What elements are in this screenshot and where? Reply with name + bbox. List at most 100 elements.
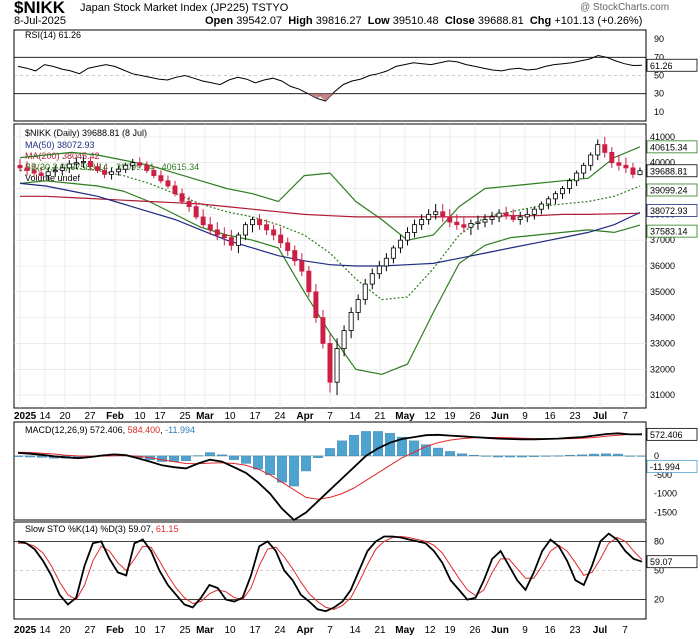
- date-tick-label: 10: [224, 411, 236, 422]
- candle-body: [440, 211, 446, 218]
- macd-hist-bar: [421, 444, 431, 457]
- candle-body: [221, 234, 227, 239]
- date-tick-label-bottom: 20: [59, 625, 71, 636]
- candle-body: [630, 167, 636, 175]
- sto-legend-label: Slow STO %K(14) %D(3): [25, 524, 126, 534]
- candle-body: [369, 273, 375, 285]
- date-tick-label-bottom: 12: [424, 625, 436, 636]
- candle-body: [228, 237, 234, 246]
- candle-body: [405, 232, 410, 241]
- macd-legend: MACD(12,26,9) 572.406, 584.400, -11.994: [25, 425, 196, 435]
- bb-lower-tag: 37583.14: [650, 227, 688, 237]
- candle-body: [334, 348, 340, 383]
- candle-body: [158, 175, 164, 182]
- candle-body: [250, 219, 255, 226]
- candle-body: [200, 216, 206, 226]
- macd-panel-frame: [13, 421, 647, 521]
- candle-body: [390, 247, 396, 259]
- date-tick-label-bottom: 24: [274, 625, 286, 636]
- ohlc-summary: Open 39542.07 High 39816.27 Low 39510.48…: [205, 15, 642, 27]
- close-tag-box: [646, 164, 698, 178]
- macd-hist-bar: [205, 452, 215, 457]
- rsi-legend: RSI(14) 61.26: [25, 30, 82, 40]
- date-tick-label: Apr: [296, 411, 313, 422]
- candle-body: [503, 212, 509, 217]
- candle-body: [581, 164, 587, 174]
- date-tick-label: 25: [179, 411, 191, 422]
- candle-body: [257, 219, 263, 226]
- price-tick-label: 34000: [650, 313, 675, 323]
- date-tick-label: 14: [349, 411, 361, 422]
- candle-body: [348, 312, 354, 331]
- macd-hist-bar: [613, 453, 623, 457]
- price-tick-label: 36000: [650, 261, 675, 271]
- macd-hist-bar: [469, 455, 479, 457]
- candle-body: [489, 216, 495, 220]
- price-tick-label: 40000: [650, 158, 675, 168]
- candle-body: [151, 170, 157, 177]
- candle-body: [80, 161, 86, 164]
- price-tick-label: 35000: [650, 287, 675, 297]
- index-name: Japan Stock Market Index (JP225) TSTYO: [80, 2, 288, 14]
- candle-body: [496, 212, 502, 218]
- candle-body: [285, 242, 291, 251]
- high-label: High: [288, 15, 313, 27]
- candle-body: [623, 164, 629, 169]
- low-value: 39510.48: [392, 15, 439, 27]
- date-tick-label: 17: [249, 411, 261, 422]
- macd-tick-label: -1500: [654, 507, 677, 517]
- candle-body: [595, 144, 601, 156]
- macd-hist-bar: [541, 455, 551, 457]
- candle-body: [552, 193, 558, 200]
- date-tick-label: 2025: [14, 411, 37, 422]
- date-tick-label: 17: [154, 411, 166, 422]
- candle-body: [193, 206, 199, 218]
- macd-hist-tag: -11.994: [650, 462, 680, 472]
- macd-hist-bar: [181, 455, 191, 461]
- candle-body: [609, 151, 615, 164]
- price-legend-title: $NIKK (Daily) 39688.81 (8 Jul): [25, 128, 148, 138]
- ma50-tag-box: [646, 204, 698, 217]
- macd-hist-bar: [37, 455, 47, 458]
- macd-hist-bar: [409, 440, 419, 457]
- macd-hist-bar: [577, 454, 587, 457]
- macd-last-tag-box: [646, 427, 698, 441]
- date-tick-label-bottom: 17: [249, 625, 261, 636]
- candle-body: [299, 260, 305, 272]
- candle-body: [468, 222, 474, 228]
- date-tick-label: 10: [134, 411, 146, 422]
- candle-body: [24, 167, 30, 171]
- date-tick-label-bottom: 10: [224, 625, 236, 636]
- macd-hist-bar: [553, 455, 563, 457]
- date-tick-label: Feb: [106, 411, 124, 422]
- macd-hist-bar: [25, 455, 35, 458]
- candle-body: [327, 343, 333, 383]
- macd-tick-label: 0: [654, 451, 659, 461]
- macd-hist-bar: [265, 455, 275, 475]
- candle-body: [52, 170, 58, 173]
- candle-body: [397, 239, 403, 249]
- candle-body: [376, 265, 382, 275]
- candle-body: [186, 201, 192, 208]
- open-value: 39542.07: [236, 15, 283, 27]
- date-tick-label-bottom: 21: [374, 625, 386, 636]
- candle-body: [278, 234, 284, 244]
- date-tick-label-bottom: May: [395, 625, 415, 636]
- date-tick-label: May: [395, 411, 415, 422]
- candle-body: [602, 144, 608, 153]
- volume-legend: Volume undef: [25, 173, 81, 183]
- date-tick-label: 20: [59, 411, 71, 422]
- candle-body: [45, 171, 51, 177]
- date-tick-label-bottom: Jun: [491, 625, 509, 636]
- candle-body: [264, 224, 270, 231]
- close-tag: 39688.81: [650, 166, 688, 176]
- candle-body: [341, 330, 347, 350]
- candle-body: [207, 224, 213, 231]
- date-tick-label: 27: [84, 411, 96, 422]
- rsi-last-tag-box: [646, 58, 698, 72]
- candle-body: [362, 283, 368, 300]
- bb-middle-line: [19, 167, 641, 301]
- macd-hist-bar: [301, 455, 311, 472]
- candle-body: [17, 164, 23, 169]
